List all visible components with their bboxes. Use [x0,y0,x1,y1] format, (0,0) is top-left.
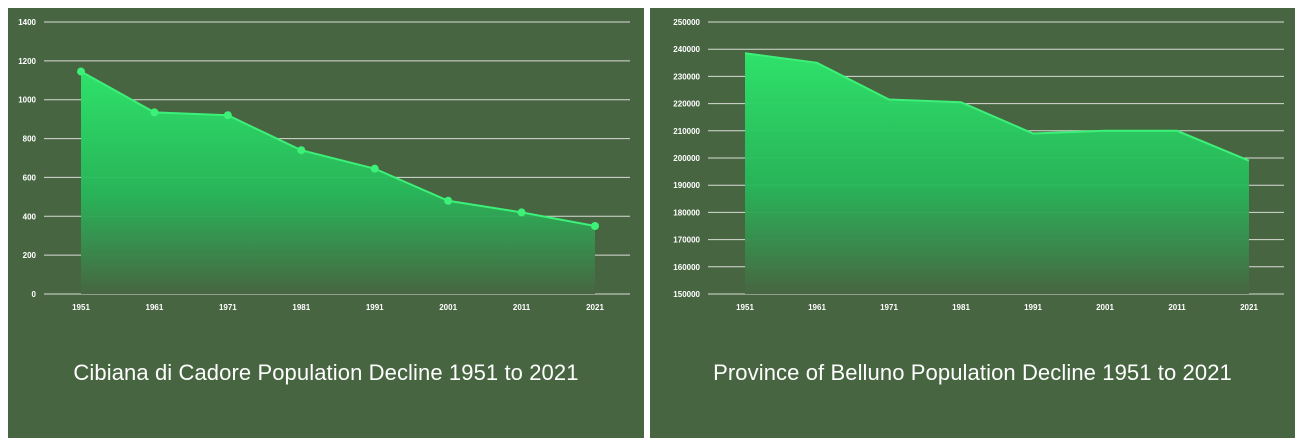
data-point [517,208,526,217]
y-tick-label: 180000 [673,208,700,217]
chart-title-belluno: Province of Belluno Population Decline 1… [713,360,1232,385]
series-line [744,52,1250,162]
data-point [223,111,232,120]
y-tick-label: 160000 [673,263,700,272]
y-tick-label: 250000 [673,18,700,27]
data-point [370,164,379,173]
y-tick-label: 170000 [673,236,700,245]
x-tick-label: 1981 [952,303,970,312]
x-tick-label: 2011 [1168,303,1186,312]
y-tick-label: 0 [32,290,37,299]
y-tick-label: 1200 [18,57,36,66]
y-tick-label: 190000 [673,181,700,190]
x-tick-label: 1961 [808,303,826,312]
chart-title-cibiana: Cibiana di Cadore Population Decline 195… [73,360,579,385]
data-point [297,146,306,155]
y-tick-label: 1000 [18,96,36,105]
y-tick-label: 200 [23,251,37,260]
chart-belluno-population: 150000 160000 170000 180000 190000 200000 2100… [673,18,1284,312]
chart-panel-cibiana: 0 200 400 600 800 1000 1200 1400 1951 1961 1971 198… [8,8,644,438]
x-tick-label: 1951 [736,303,754,312]
x-tick-label: 1971 [880,303,898,312]
data-point [150,108,159,117]
data-point [444,196,453,205]
x-tick-label: 1991 [366,303,384,312]
x-tick-label: 2001 [1096,303,1114,312]
y-tick-label: 600 [23,173,37,182]
x-tick-label: 1971 [219,303,237,312]
y-tick-label: 210000 [673,127,700,136]
x-tick-label: 1951 [72,303,90,312]
series-line [80,70,596,227]
x-tick-label: 1991 [1024,303,1042,312]
x-tick-label: 1981 [292,303,310,312]
series-area [81,71,595,294]
y-tick-label: 1400 [18,18,36,27]
x-tick-label: 2011 [513,303,531,312]
chart-panel-belluno: 150000 160000 170000 180000 190000 200000 2100… [650,8,1295,438]
y-tick-label: 800 [23,135,37,144]
x-tick-label: 2001 [439,303,457,312]
x-tick-label: 2021 [586,303,604,312]
y-tick-label: 150000 [673,290,700,299]
x-tick-label: 2021 [1240,303,1258,312]
x-tick-label: 1961 [146,303,164,312]
data-point [591,222,599,230]
y-tick-label: 230000 [673,72,700,81]
y-tick-label: 400 [23,212,37,221]
series-area [745,53,1249,294]
data-point [77,67,85,76]
y-tick-label: 200000 [673,154,700,163]
chart-cibiana-population: 0 200 400 600 800 1000 1200 1400 1951 1961 1971 198… [18,18,630,312]
y-tick-label: 240000 [673,45,700,54]
y-tick-label: 220000 [673,100,700,109]
